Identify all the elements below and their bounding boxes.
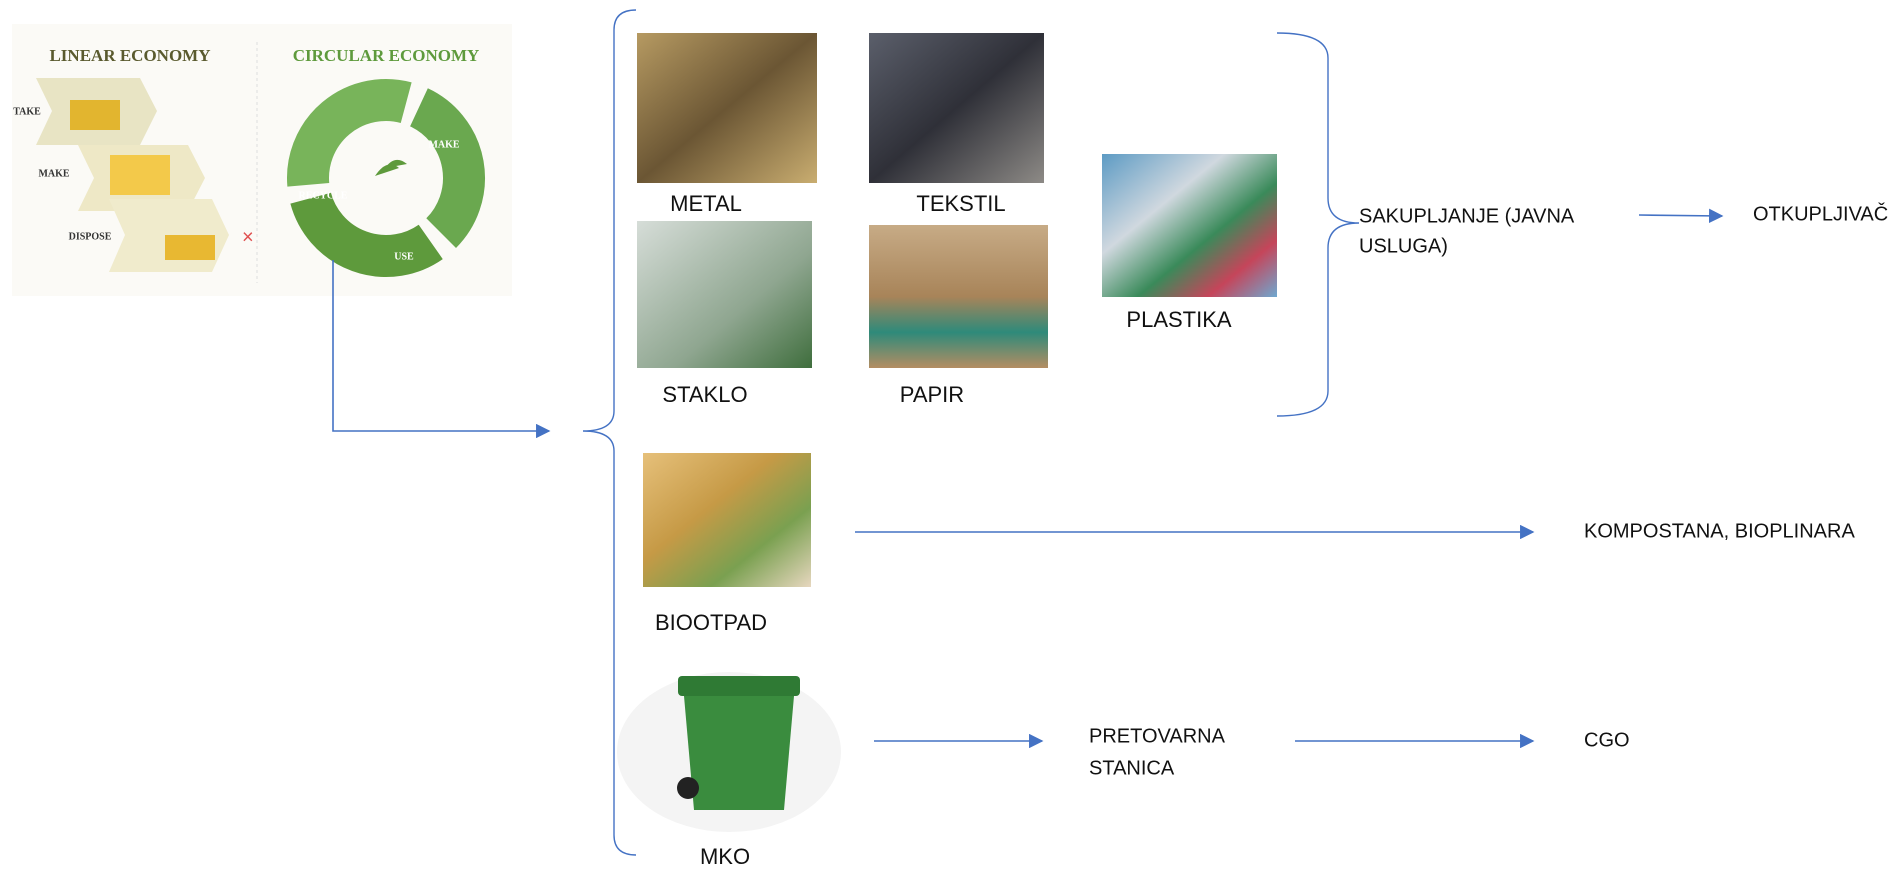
bin-image [617,672,841,832]
bin-lid [678,676,800,696]
staklo-image [637,221,812,368]
bin-wheel [677,777,699,799]
buyer-arrow [1639,215,1722,216]
right-brace [1277,33,1359,416]
biootpad-image [643,453,811,587]
cycle-make-label: MAKE [428,139,459,150]
make-label: MAKE [38,168,69,179]
economy-illustration: LINEAR ECONOMY CIRCULAR ECONOMY × TAKE M… [12,24,512,296]
transfer-label-line2: STANICA [1089,757,1175,779]
transfer-label-line1: PRETOVARNA [1089,725,1226,747]
metal-image [637,33,817,183]
buyer-label: OTKUPLJIVAČ [1753,202,1888,225]
cycle-recycle-label: RECYCLE [299,190,348,201]
take-label: TAKE [13,106,41,117]
plastika-label: PLASTIKA [1126,307,1231,332]
biootpad-label: BIOOTPAD [655,610,767,635]
dispose-label: DISPOSE [69,231,112,242]
metal-label: METAL [670,191,742,216]
tekstil-label: TEKSTIL [916,191,1005,216]
diagram: LINEAR ECONOMY CIRCULAR ECONOMY × TAKE M… [0,0,1893,871]
collection-label-line2: USLUGA) [1359,235,1448,257]
truck-icon [165,235,215,260]
mko-label: MKO [700,844,750,869]
linear-title: LINEAR ECONOMY [49,46,210,65]
page: {"illustration": {"linear_title": "LINEA… [0,0,1893,871]
papir-label: PAPIR [900,382,964,407]
tekstil-image [869,33,1044,183]
circular-title: CIRCULAR ECONOMY [293,46,480,65]
cgo-label: CGO [1584,729,1630,751]
factory-icon [110,155,170,195]
cross-icon: × [242,226,254,248]
cycle-use-label: USE [394,251,414,262]
bin-body [684,696,794,810]
excavator-icon [70,100,120,130]
plastika-image [1102,154,1277,297]
collection-label-line1: SAKUPLJANJE (JAVNA [1359,205,1575,227]
papir-image [869,225,1048,368]
compost-label: KOMPOSTANA, BIOPLINARA [1584,520,1855,542]
staklo-label: STAKLO [662,382,747,407]
